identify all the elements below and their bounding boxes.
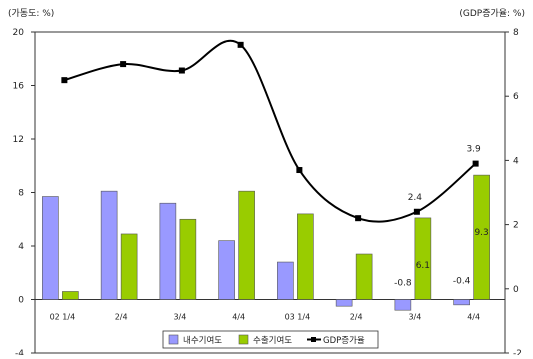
left-axis-unit-label: (가동도: %) [8, 9, 55, 19]
category-label: 3/4 [408, 313, 421, 322]
bar-내수기여도 [453, 299, 470, 306]
data-label: -0.4 [453, 277, 471, 287]
gdp-growth-point [120, 61, 127, 68]
gdp-growth-line [64, 39, 477, 223]
gdp-growth-point [61, 77, 68, 84]
right-axis-unit-label: (GDP증가율: %) [459, 9, 525, 19]
category-label: 03 1/4 [285, 313, 311, 322]
category-label: 4/4 [467, 313, 480, 322]
right-axis-tick-label: -2 [513, 349, 522, 355]
bar-내수기여도 [100, 190, 118, 300]
left-axis-tick-label: 8 [18, 189, 24, 199]
legend-swatch-수출기여도 [238, 334, 249, 345]
left-axis-tick-label: 12 [13, 135, 24, 145]
gdp-growth-point [355, 215, 362, 222]
left-axis-tick-label: 4 [18, 242, 24, 252]
legend-label-GDP증가율: GDP증가율 [323, 336, 365, 346]
data-label: 2.4 [408, 193, 423, 203]
gdp-growth-point [472, 160, 479, 167]
gdp-growth-point [296, 167, 303, 174]
left-axis-tick-label: 16 [13, 82, 25, 92]
bar-내수기여도 [159, 202, 177, 300]
bar-내수기여도 [335, 299, 353, 307]
bar-수출기여도 [414, 217, 432, 300]
bar-수출기여도 [355, 253, 373, 300]
right-axis-tick-label: 2 [513, 221, 519, 231]
legend-swatch-내수기여도 [168, 334, 179, 345]
category-label: 3/4 [173, 313, 186, 322]
bar-내수기여도 [394, 299, 412, 311]
category-label: 2/4 [350, 313, 363, 322]
bar-수출기여도 [297, 213, 314, 300]
legend-label-수출기여도: 수출기여도 [253, 335, 292, 346]
category-label: 02 1/4 [50, 313, 76, 322]
right-axis-tick-label: 6 [513, 92, 519, 102]
gdp-growth-point [413, 208, 420, 215]
legend-box [162, 330, 379, 349]
bar-내수기여도 [277, 261, 294, 300]
right-axis-tick-label: 0 [513, 285, 519, 295]
left-axis-tick-label: 20 [13, 28, 25, 38]
gdp-growth-point [237, 41, 244, 48]
left-axis-tick-label: -4 [15, 349, 24, 355]
right-axis-tick-label: 4 [513, 156, 519, 166]
legend-marker-GDP증가율 [311, 337, 316, 342]
left-axis-tick-label: 0 [18, 296, 24, 306]
legend-label-내수기여도: 내수기여도 [183, 335, 222, 346]
data-label: -0.8 [394, 279, 412, 289]
data-label: 9.3 [474, 228, 488, 238]
gdp-growth-point [178, 67, 185, 74]
bar-수출기여도 [62, 291, 79, 300]
category-label: 4/4 [232, 313, 245, 322]
data-label: 3.9 [466, 145, 481, 155]
data-label: 6.1 [416, 261, 430, 271]
right-axis-tick-label: 8 [513, 28, 519, 38]
bar-내수기여도 [42, 196, 59, 300]
bar-내수기여도 [218, 240, 235, 300]
category-label: 2/4 [115, 313, 128, 322]
bar-수출기여도 [120, 233, 138, 300]
bar-수출기여도 [473, 174, 490, 300]
bar-수출기여도 [238, 190, 255, 300]
bar-수출기여도 [179, 218, 197, 300]
